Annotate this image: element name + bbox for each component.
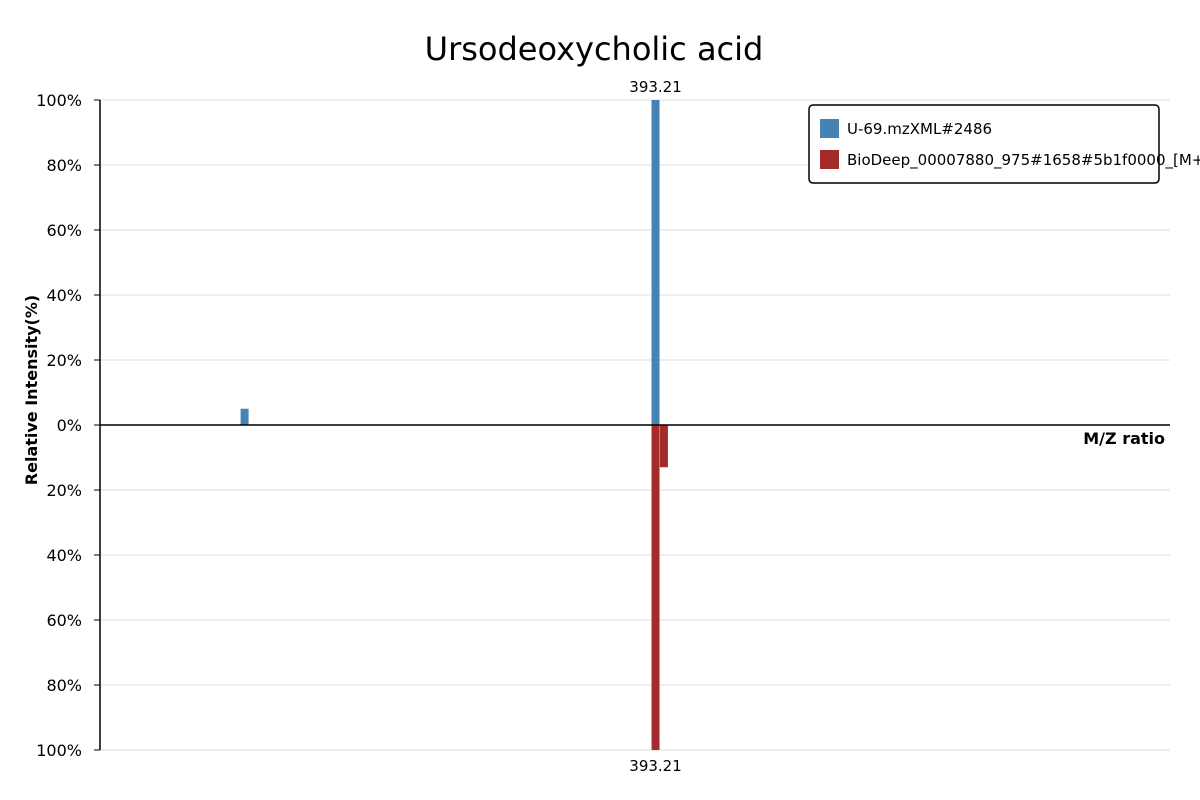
y-tick-label: 80% bbox=[46, 676, 82, 695]
legend-swatch-reference bbox=[820, 150, 839, 169]
peak-bar-sample bbox=[651, 100, 660, 425]
peak-bar-sample bbox=[240, 408, 249, 425]
legend-box bbox=[808, 104, 1160, 184]
y-tick-label: 40% bbox=[46, 546, 82, 565]
legend: U-69.mzXML#2486 BioDeep_00007880_975#165… bbox=[808, 104, 1200, 184]
legend-label-sample: U-69.mzXML#2486 bbox=[847, 120, 992, 138]
y-ticks: 100% 80% 60% 40% 20% 0% 20% 40% 60% 80% 100% bbox=[36, 91, 100, 760]
y-tick-label: 60% bbox=[46, 221, 82, 240]
x-axis-title: M/Z ratio bbox=[1083, 429, 1165, 448]
legend-label-reference: BioDeep_00007880_975#1658#5b1f0000_[M+H bbox=[847, 151, 1200, 170]
chart-title: Ursodeoxycholic acid bbox=[425, 30, 764, 68]
legend-swatch-sample bbox=[820, 119, 839, 138]
y-axis-title: Relative Intensity(%) bbox=[22, 295, 41, 485]
peak-label-reference: 393.21 bbox=[629, 757, 682, 775]
y-tick-label: 20% bbox=[46, 481, 82, 500]
y-tick-label: 40% bbox=[46, 286, 82, 305]
y-tick-label: 80% bbox=[46, 156, 82, 175]
y-tick-label: 0% bbox=[57, 416, 82, 435]
y-tick-label: 20% bbox=[46, 351, 82, 370]
grid-lines bbox=[100, 99, 1170, 751]
peak-label-sample: 393.21 bbox=[629, 78, 682, 96]
y-tick-label: 100% bbox=[36, 91, 82, 110]
peak-bars bbox=[240, 100, 668, 750]
peak-bar-reference bbox=[651, 425, 660, 750]
peak-bar-reference bbox=[659, 425, 668, 468]
peak-labels: 393.21 393.21 bbox=[629, 78, 682, 775]
axes bbox=[99, 100, 1170, 750]
y-tick-label: 60% bbox=[46, 611, 82, 630]
y-tick-label: 100% bbox=[36, 741, 82, 760]
